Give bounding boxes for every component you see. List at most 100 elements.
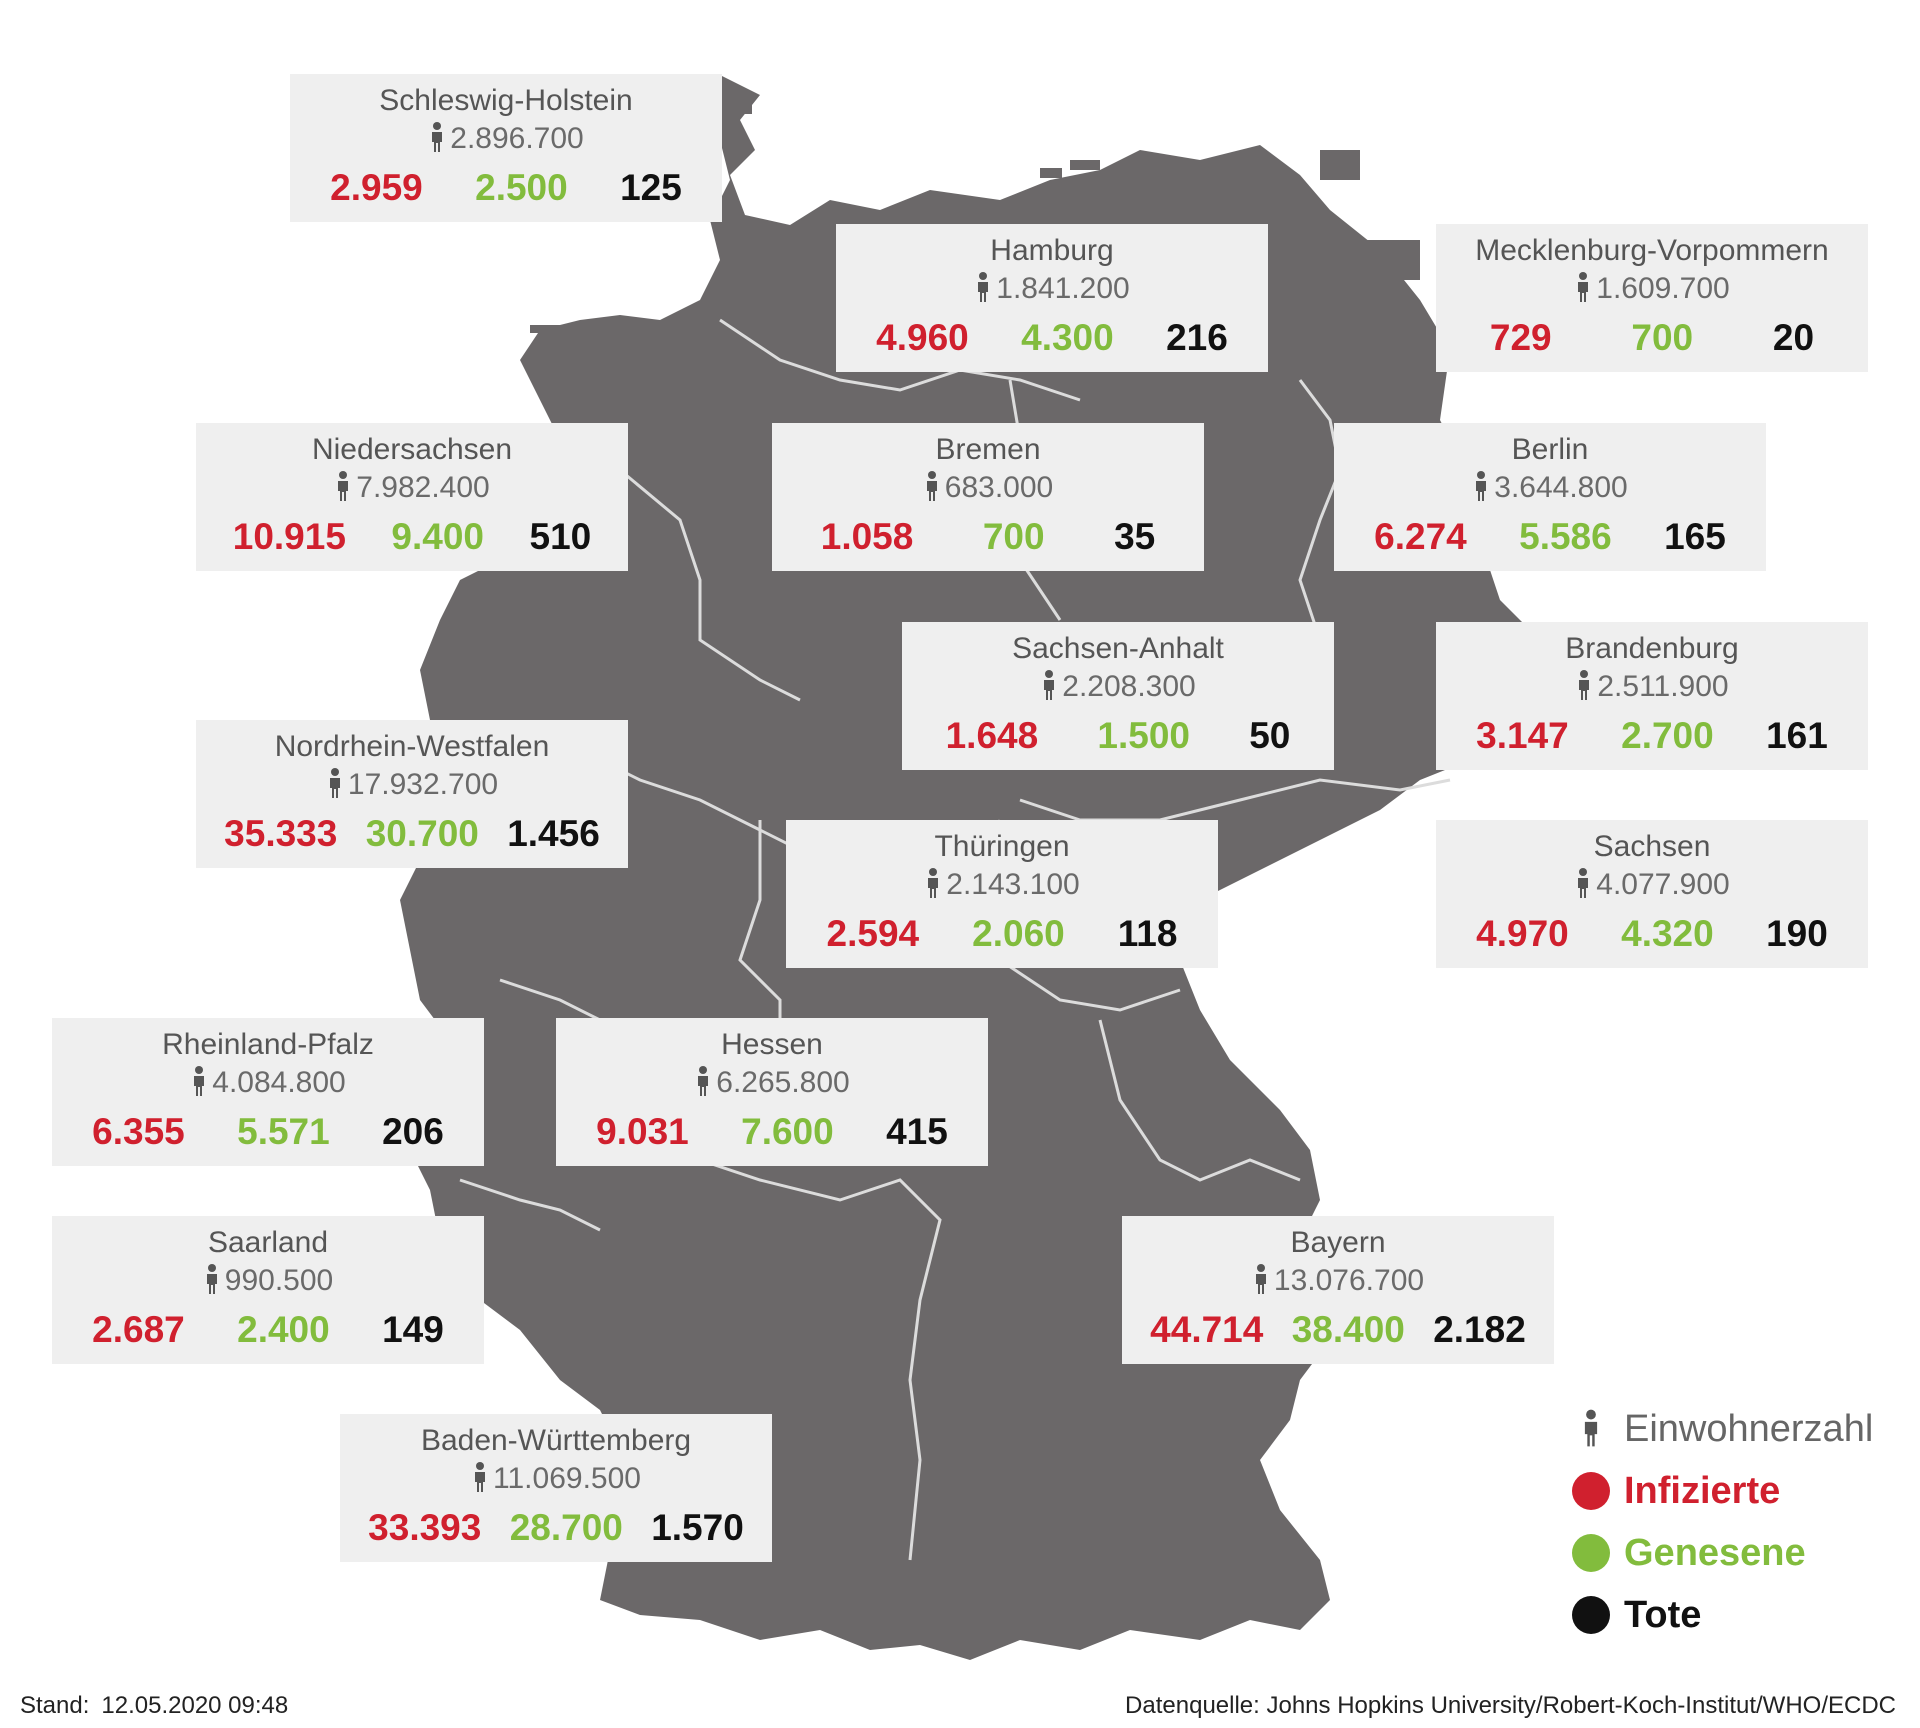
population: 11.069.500 <box>340 1462 772 1496</box>
stats-row: 4.970 4.320 190 <box>1450 912 1854 956</box>
deaths-value: 50 <box>1249 715 1291 756</box>
stats-row: 35.333 30.700 1.456 <box>210 812 614 856</box>
state-name: Hessen <box>721 1028 823 1061</box>
stats-row: 10.915 9.400 510 <box>210 515 614 559</box>
recovered-value: 2.400 <box>237 1309 330 1350</box>
recovered-value: 5.586 <box>1519 516 1612 557</box>
deaths-value: 125 <box>620 167 682 208</box>
stats-row: 6.355 5.571 206 <box>66 1110 470 1154</box>
infected-value: 4.960 <box>876 317 969 358</box>
population-value: 13.076.700 <box>1273 1264 1425 1297</box>
state-name: Nordrhein-Westfalen <box>274 730 550 763</box>
state-name: Berlin <box>1511 433 1589 466</box>
stats-row: 2.959 2.500 125 <box>304 166 708 210</box>
population: 990.500 <box>52 1264 484 1298</box>
population: 3.644.800 <box>1334 471 1766 505</box>
state-box-mecklenburg-vorpommern: Mecklenburg-Vorpommern 1.609.700 729 700… <box>1436 224 1868 372</box>
population: 1.609.700 <box>1436 272 1868 306</box>
green-dot-icon <box>1572 1534 1610 1572</box>
state-box-brandenburg: Brandenburg 2.511.900 3.147 2.700 161 <box>1436 622 1868 770</box>
red-dot-icon <box>1572 1472 1610 1510</box>
population: 7.982.400 <box>196 471 628 505</box>
infected-value: 2.594 <box>826 913 920 954</box>
infected-value: 1.648 <box>945 715 1039 756</box>
population-value: 1.609.700 <box>1596 272 1730 305</box>
stats-row: 3.147 2.700 161 <box>1450 714 1854 758</box>
population-value: 3.644.800 <box>1494 471 1628 504</box>
deaths-value: 216 <box>1166 317 1228 358</box>
recovered-value: 700 <box>982 516 1045 557</box>
population-value: 2.896.700 <box>450 122 584 155</box>
state-name: Schleswig-Holstein <box>379 84 633 117</box>
state-name: Thüringen <box>934 830 1070 863</box>
person-icon <box>194 1066 205 1096</box>
population-value: 7.982.400 <box>356 471 490 504</box>
recovered-value: 5.571 <box>237 1111 330 1152</box>
deaths-value: 20 <box>1772 317 1815 358</box>
population: 13.076.700 <box>1122 1264 1554 1298</box>
infected-value: 6.274 <box>1374 516 1467 557</box>
legend-label-deaths: Tote <box>1624 1594 1702 1636</box>
recovered-value: 2.500 <box>475 167 568 208</box>
state-name: Rheinland-Pfalz <box>162 1028 374 1061</box>
footer-source: Datenquelle: Johns Hopkins University/Ro… <box>1125 1692 1896 1719</box>
deaths-value: 1.456 <box>507 813 600 854</box>
recovered-value: 28.700 <box>509 1507 623 1548</box>
state-name: Bremen <box>935 433 1041 466</box>
recovered-value: 38.400 <box>1291 1309 1405 1350</box>
state-box-nordrhein-westfalen: Nordrhein-Westfalen 17.932.700 35.333 30… <box>196 720 628 868</box>
deaths-value: 206 <box>382 1111 444 1152</box>
stand-label: Stand: <box>20 1692 90 1719</box>
population-value: 2.143.100 <box>946 868 1080 901</box>
person-icon <box>1578 868 1589 898</box>
stats-row: 4.960 4.300 216 <box>850 316 1254 360</box>
state-box-bayern: Bayern 13.076.700 44.714 38.400 2.182 <box>1122 1216 1554 1364</box>
population-value: 4.084.800 <box>212 1066 346 1099</box>
person-icon <box>926 471 937 501</box>
state-box-sachsen-anhalt: Sachsen-Anhalt 2.208.300 1.648 1.500 50 <box>902 622 1334 770</box>
person-icon <box>978 272 989 302</box>
state-box-hamburg: Hamburg 1.841.200 4.960 4.300 216 <box>836 224 1268 372</box>
person-icon <box>1584 1409 1598 1447</box>
state-name: Brandenburg <box>1565 632 1739 665</box>
person-icon <box>432 122 443 152</box>
deaths-value: 1.570 <box>651 1507 744 1548</box>
population-value: 2.511.900 <box>1597 670 1729 703</box>
person-icon <box>1578 272 1589 302</box>
person-icon <box>206 1264 217 1294</box>
stats-row: 729 700 20 <box>1450 316 1854 360</box>
infected-value: 1.058 <box>820 516 914 557</box>
legend-label-infected: Infizierte <box>1624 1470 1781 1512</box>
deaths-value: 165 <box>1664 516 1726 557</box>
population-value: 683.000 <box>944 471 1054 504</box>
state-name: Saarland <box>207 1226 329 1259</box>
population-value: 17.932.700 <box>347 768 499 801</box>
population-value: 11.069.500 <box>493 1462 641 1495</box>
recovered-value: 2.060 <box>972 913 1065 954</box>
infected-value: 35.333 <box>224 813 338 854</box>
stats-row: 2.687 2.400 149 <box>66 1308 470 1352</box>
islands <box>530 92 1420 333</box>
recovered-value: 700 <box>1631 317 1694 358</box>
state-name: Baden-Württemberg <box>420 1424 692 1457</box>
recovered-value: 4.320 <box>1621 913 1714 954</box>
population: 4.077.900 <box>1436 868 1868 902</box>
person-icon <box>1044 670 1055 700</box>
infected-value: 44.714 <box>1150 1309 1264 1350</box>
population: 2.511.900 <box>1436 670 1868 704</box>
state-name: Sachsen <box>1593 830 1711 863</box>
person-icon <box>1579 670 1590 700</box>
stats-row: 44.714 38.400 2.182 <box>1136 1308 1540 1352</box>
infected-value: 2.959 <box>330 167 423 208</box>
recovered-value: 9.400 <box>391 516 485 557</box>
population: 17.932.700 <box>196 768 628 802</box>
population: 683.000 <box>772 471 1204 505</box>
state-box-thueringen: Thüringen 2.143.100 2.594 2.060 118 <box>786 820 1218 968</box>
population-value: 1.841.200 <box>996 272 1130 305</box>
person-icon <box>338 471 349 501</box>
infected-value: 729 <box>1489 317 1552 358</box>
recovered-value: 4.300 <box>1021 317 1114 358</box>
state-box-berlin: Berlin 3.644.800 6.274 5.586 165 <box>1334 423 1766 571</box>
infected-value: 33.393 <box>368 1507 482 1548</box>
population: 4.084.800 <box>52 1066 484 1100</box>
